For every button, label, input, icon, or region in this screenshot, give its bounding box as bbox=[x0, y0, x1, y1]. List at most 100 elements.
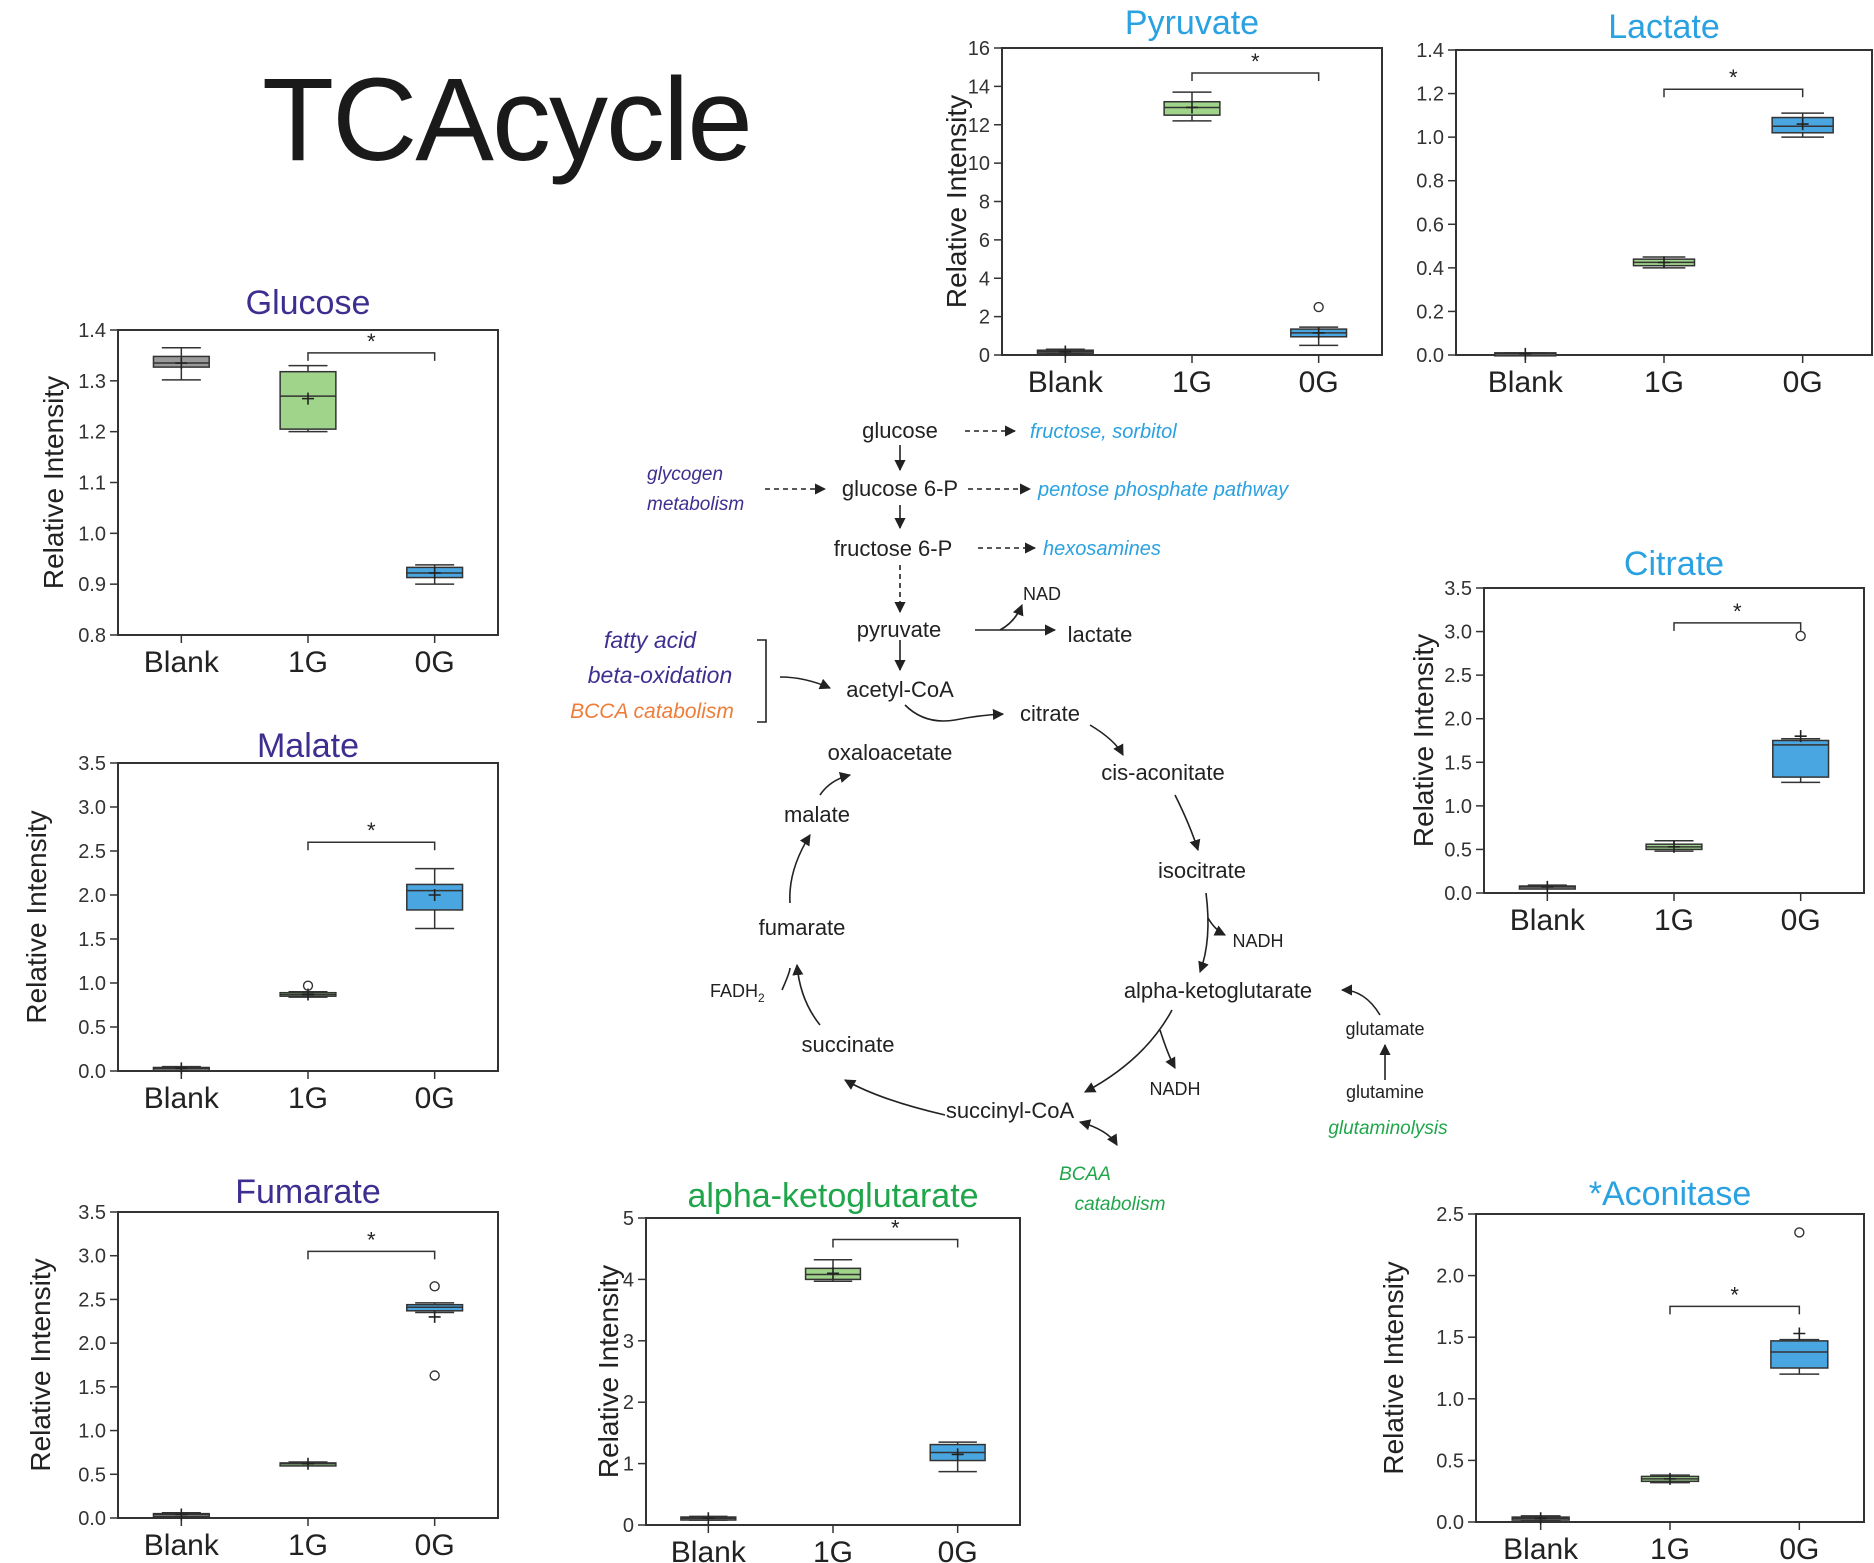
arrow-glutamate-akg bbox=[1340, 984, 1381, 1016]
aconitase-ytick-label: 0.0 bbox=[1436, 1512, 1464, 1534]
lactate-significance-label: * bbox=[1729, 65, 1738, 90]
glucose-ytick-label: 1.3 bbox=[78, 371, 106, 393]
box-mean-marker bbox=[302, 1457, 314, 1470]
cofactor-nadh1: NADH bbox=[1232, 931, 1283, 951]
box-outlier bbox=[1794, 1227, 1805, 1238]
box-outlier bbox=[429, 1281, 440, 1292]
aconitase-xtick-label: 1G bbox=[1650, 1533, 1690, 1563]
citrate-xtick-label: Blank bbox=[1510, 904, 1586, 937]
citrate-box-Blank bbox=[1518, 880, 1576, 893]
fumarate-significance-label: * bbox=[367, 1227, 376, 1252]
side-glycogen-2: metabolism bbox=[647, 494, 744, 515]
fumarate-ytick-label: 2.5 bbox=[78, 1289, 106, 1311]
fumarate-title: Fumarate bbox=[235, 1173, 381, 1211]
aconitase-boxplot: *Aconitase Relative Intensity 0.0 0.5 1.0 1.5… bbox=[1378, 1175, 1865, 1563]
side-fructose-sorbitol: fructose, sorbitol bbox=[1030, 421, 1177, 443]
alpha-ketoglutarate-title: alpha-ketoglutarate bbox=[687, 1177, 978, 1215]
box-mean-marker bbox=[1312, 326, 1325, 339]
citrate-ylabel: Relative Intensity bbox=[1408, 634, 1439, 847]
malate-significance-label: * bbox=[367, 818, 376, 843]
glucose-ytick-label: 0.8 bbox=[78, 625, 106, 647]
malate-box-1G bbox=[279, 980, 337, 1001]
aconitase-xtick-label: 0G bbox=[1779, 1533, 1819, 1563]
lactate-plot-frame bbox=[1455, 49, 1873, 356]
arrow-isocitrate-akg bbox=[1198, 892, 1209, 974]
alpha-ketoglutarate-box-1G bbox=[804, 1259, 862, 1282]
aconitase-xtick-label: Blank bbox=[1503, 1533, 1579, 1563]
metabolite-succinylcoa: succinyl-CoA bbox=[946, 1098, 1075, 1123]
aconitase-ytick-label: 1.0 bbox=[1436, 1389, 1464, 1411]
arrow-cisaconitate-isocitrate bbox=[1174, 794, 1201, 852]
glucose-box-0G bbox=[406, 564, 464, 585]
box-iqr bbox=[1163, 100, 1221, 116]
arrow-nadh2 bbox=[1159, 1029, 1176, 1069]
box-mean-marker bbox=[702, 1512, 715, 1525]
citrate-ytick-label: 3.5 bbox=[1444, 578, 1472, 600]
glucose-xtick-label: 0G bbox=[415, 646, 455, 679]
lactate-ytick-label: 1.2 bbox=[1416, 84, 1444, 106]
fumarate-plot-frame bbox=[117, 1211, 499, 1519]
metabolite-succinate: succinate bbox=[802, 1032, 895, 1057]
box-iqr bbox=[152, 1066, 210, 1072]
box-mean-marker bbox=[1658, 256, 1670, 269]
metabolite-glucose: glucose bbox=[862, 418, 938, 443]
fumarate-ytick-label: 2.0 bbox=[78, 1333, 106, 1355]
pyruvate-ytick-label: 10 bbox=[968, 153, 990, 175]
box-mean-marker bbox=[428, 1310, 441, 1323]
pathway-arrows bbox=[757, 425, 1391, 1146]
arrow-bcaa bbox=[1078, 1119, 1118, 1146]
lactate-box-Blank bbox=[1494, 347, 1557, 360]
box-mean-marker bbox=[1059, 345, 1072, 358]
glucose-title: Glucose bbox=[246, 284, 371, 322]
pyruvate-box-1G bbox=[1163, 91, 1221, 122]
pyruvate-ytick-label: 6 bbox=[979, 230, 990, 252]
side-fatty-acid-1: fatty acid bbox=[604, 627, 697, 653]
alpha-ketoglutarate-ytick-label: 3 bbox=[623, 1331, 634, 1353]
malate-xtick-label: Blank bbox=[144, 1082, 220, 1115]
citrate-ytick-label: 0.0 bbox=[1444, 883, 1472, 905]
cofactor-fadh2: FADH2 bbox=[710, 981, 765, 1005]
pyruvate-xtick-label: 1G bbox=[1172, 366, 1212, 399]
citrate-ytick-label: 2.0 bbox=[1444, 709, 1472, 731]
glucose-xtick-label: 1G bbox=[288, 646, 328, 679]
box-mean-marker bbox=[175, 1508, 188, 1521]
glucose-ytick-label: 1.4 bbox=[78, 320, 106, 342]
citrate-boxplot: Citrate Relative Intensity 0.0 0.5 1.0 1.5 2.0… bbox=[1408, 545, 1865, 937]
cofactor-nadh2: NADH bbox=[1149, 1079, 1200, 1099]
pyruvate-ytick-label: 2 bbox=[979, 307, 990, 329]
metabolite-oxaloacetate: oxaloacetate bbox=[828, 740, 953, 765]
aconitase-ytick-label: 1.5 bbox=[1436, 1327, 1464, 1349]
side-pentose: pentose phosphate pathway bbox=[1037, 479, 1289, 501]
box-outlier bbox=[429, 1370, 440, 1381]
glucose-ylabel: Relative Intensity bbox=[38, 376, 69, 589]
fumarate-xtick-label: Blank bbox=[144, 1529, 220, 1562]
citrate-ytick-label: 0.5 bbox=[1444, 839, 1472, 861]
malate-title: Malate bbox=[257, 727, 359, 765]
arrow-malate-oxaloacetate bbox=[819, 772, 852, 796]
glucose-boxplot: Glucose Relative Intensity 0.8 0.9 1.0 1.1 1.2… bbox=[38, 284, 499, 679]
box-iqr bbox=[1640, 1475, 1700, 1483]
arrow-fumarate-malate bbox=[789, 834, 811, 904]
arrow-succinylcoa-succinate bbox=[844, 1079, 946, 1116]
citrate-xtick-label: 1G bbox=[1654, 904, 1694, 937]
pyruvate-significance-label: * bbox=[1251, 49, 1260, 74]
metabolite-citrate: citrate bbox=[1020, 701, 1080, 726]
metabolite-isocitrate: isocitrate bbox=[1158, 858, 1246, 883]
box-iqr bbox=[406, 1303, 464, 1312]
arrow-akg-succinylcoa bbox=[1084, 1009, 1173, 1093]
box-iqr bbox=[929, 1443, 986, 1462]
pyruvate-ytick-label: 12 bbox=[968, 115, 990, 137]
fumarate-ytick-label: 1.5 bbox=[78, 1377, 106, 1399]
glucose-plot-frame bbox=[117, 329, 499, 636]
alpha-ketoglutarate-xtick-label: 1G bbox=[813, 1536, 853, 1563]
box-mean-marker bbox=[1541, 880, 1554, 893]
pyruvate-plot-frame bbox=[1001, 47, 1383, 356]
lactate-title: Lactate bbox=[1608, 8, 1720, 46]
lactate-xtick-label: 1G bbox=[1644, 366, 1684, 399]
pyruvate-box-0G bbox=[1290, 301, 1348, 347]
lactate-ytick-label: 0.2 bbox=[1416, 301, 1444, 323]
glucose-ytick-label: 1.0 bbox=[78, 523, 106, 545]
aconitase-box-Blank bbox=[1511, 1512, 1570, 1525]
lactate-box-1G bbox=[1632, 256, 1696, 269]
pyruvate-ytick-label: 16 bbox=[968, 38, 990, 60]
